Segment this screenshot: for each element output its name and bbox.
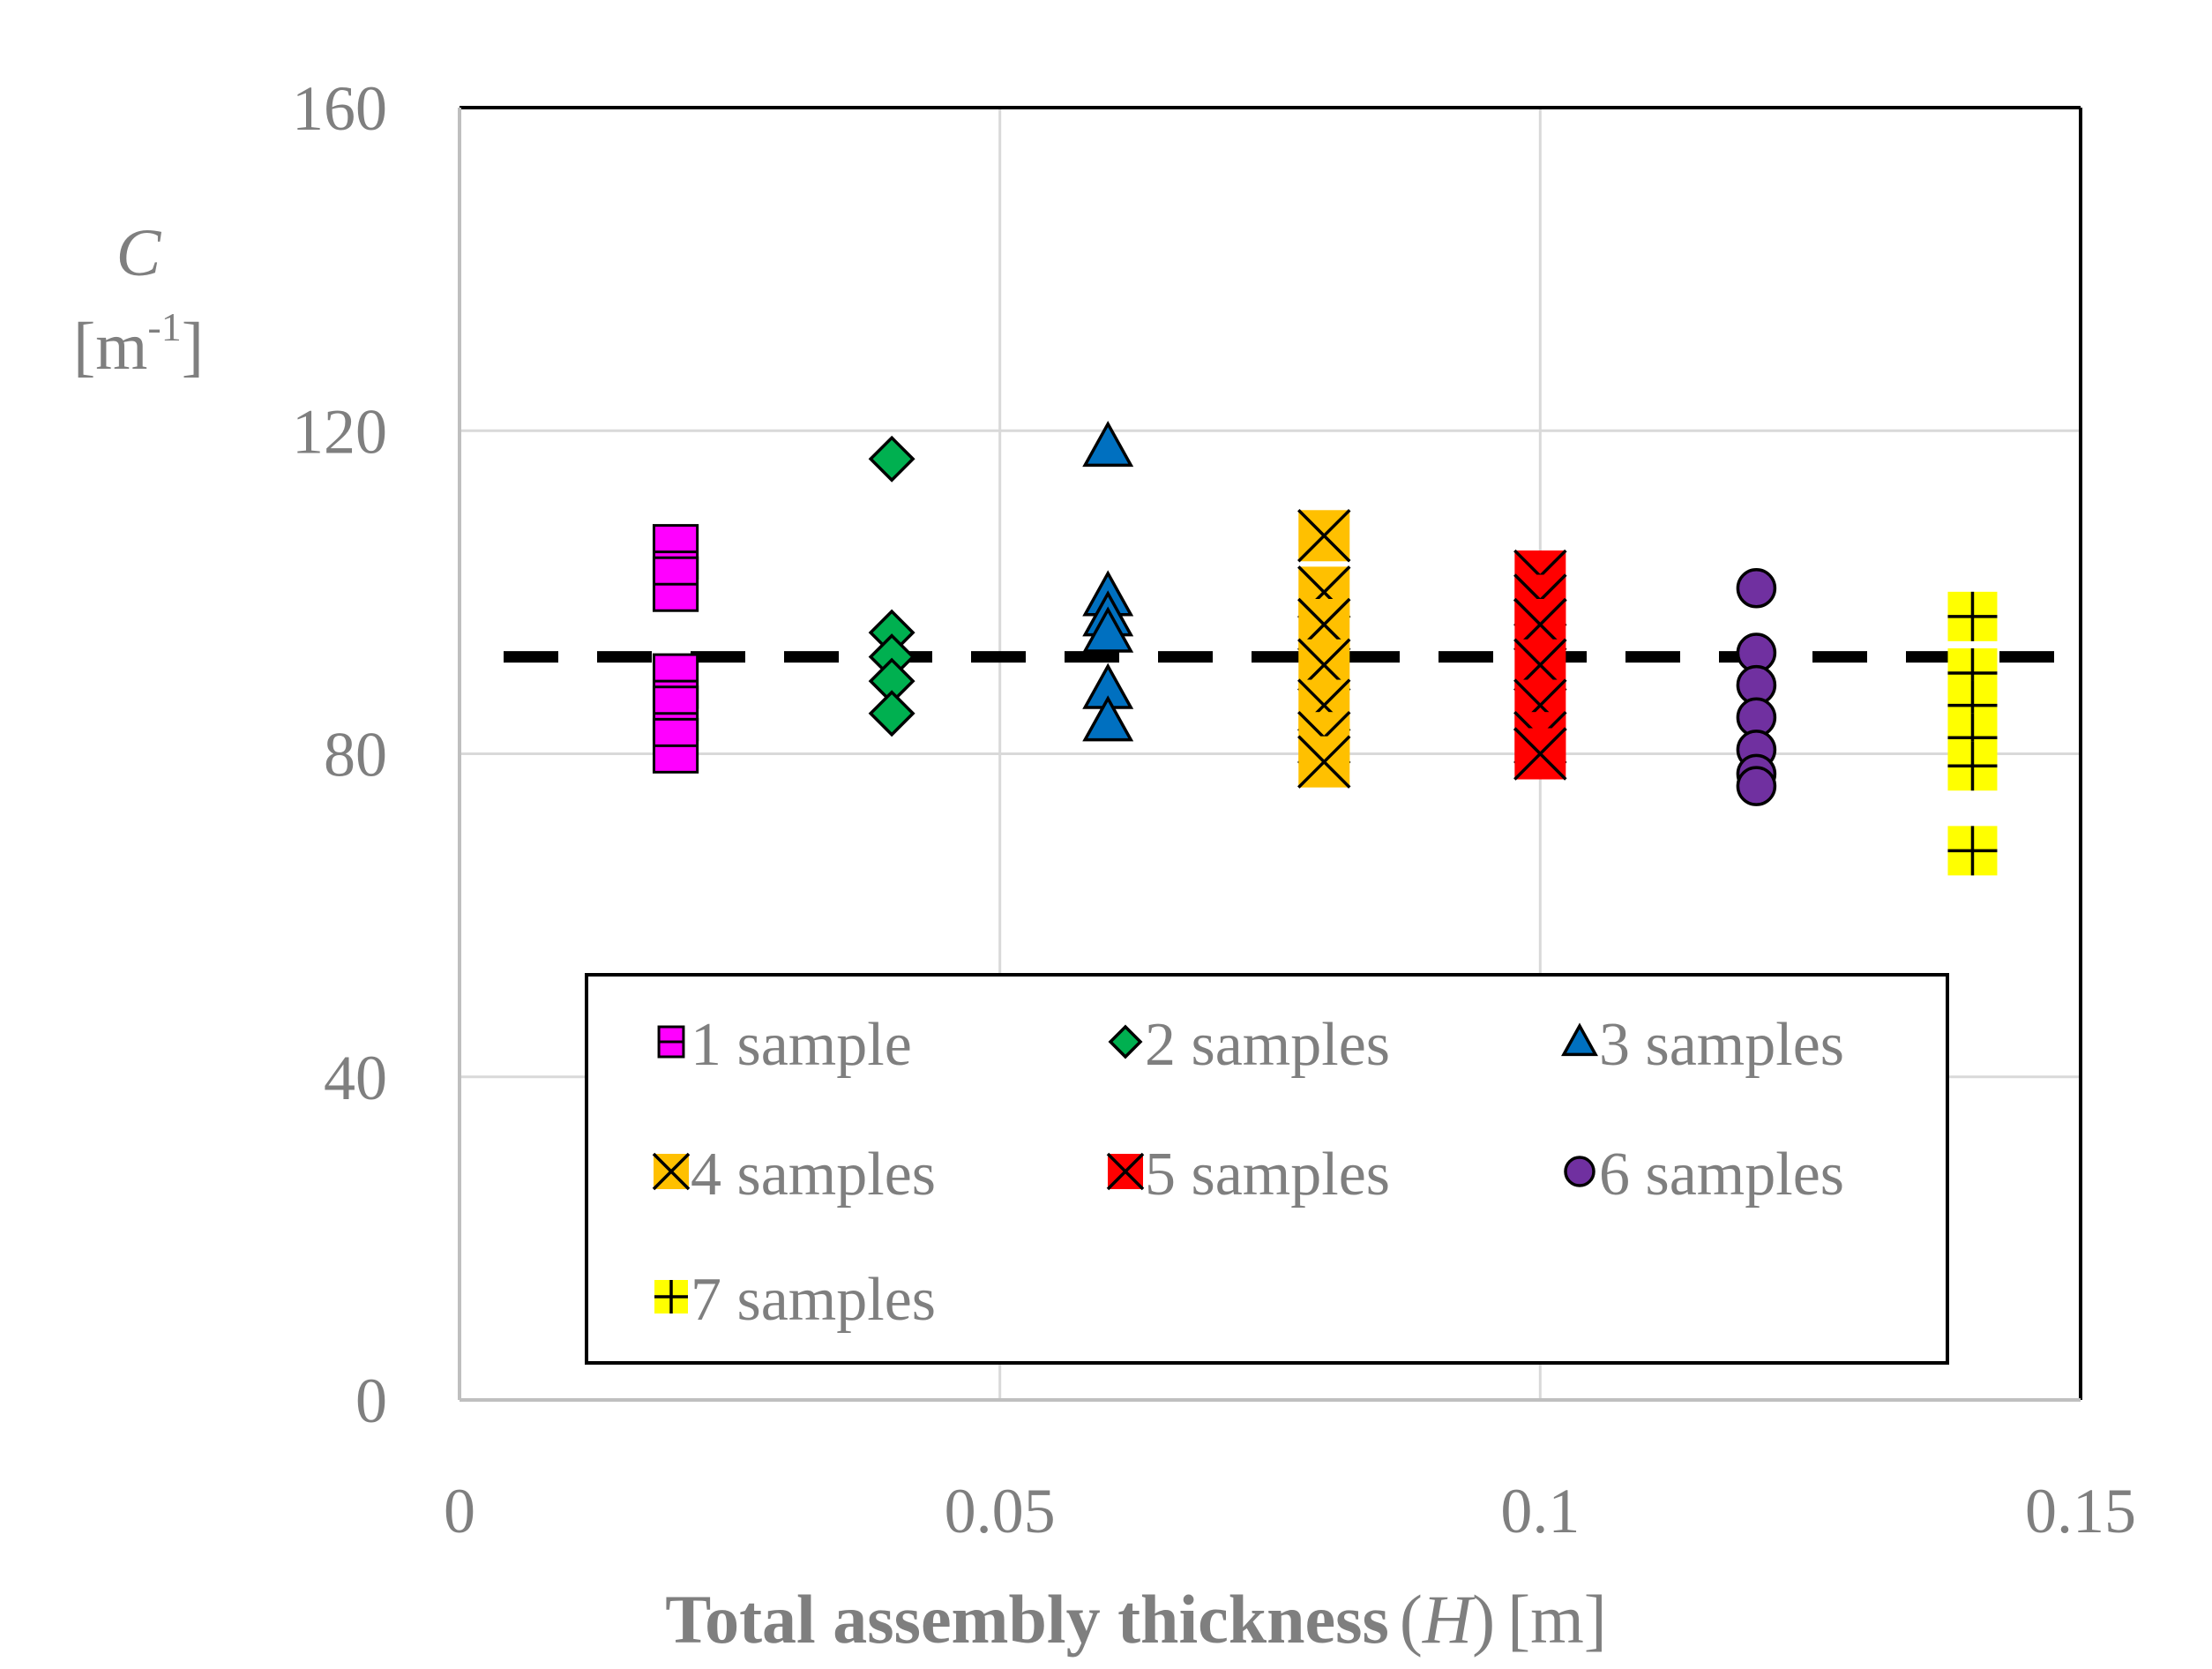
data-point xyxy=(1082,420,1134,468)
legend-item: 3 samples xyxy=(1561,1011,1844,1079)
x-tick-label: 0 xyxy=(444,1476,475,1546)
legend-item: 4 samples xyxy=(652,1141,936,1209)
tick-labels: 0 40 80 120 160 0 0.05 0.1 0.15 xyxy=(292,73,2136,1546)
data-point xyxy=(1082,606,1134,653)
legend-label: 5 samples xyxy=(1145,1141,1390,1209)
x-tick-label: 0.05 xyxy=(945,1476,1056,1546)
data-point xyxy=(1513,727,1567,781)
y-tick-label: 80 xyxy=(324,720,387,790)
y-tick-label: 160 xyxy=(292,73,387,144)
data-point xyxy=(1082,695,1134,742)
data-point xyxy=(1736,766,1777,806)
legend-marker xyxy=(654,1280,688,1313)
series-5 xyxy=(1513,549,1567,781)
data-point xyxy=(1297,735,1351,789)
x-axis-label: Total assembly thickness (H) [m] xyxy=(665,1581,1607,1658)
legend-item: 1 sample xyxy=(657,1011,912,1079)
series-7 xyxy=(1947,591,1998,876)
data-point xyxy=(652,717,699,774)
series-4 xyxy=(1297,509,1351,789)
series-2 xyxy=(868,435,915,737)
data-point xyxy=(1297,509,1351,563)
legend-label: 3 samples xyxy=(1599,1011,1844,1079)
legend-marker xyxy=(657,1025,685,1059)
legend: 1 sample 2 samples 3 samples 4 samples 5 sam… xyxy=(585,973,1949,1365)
data-points xyxy=(652,420,1998,876)
data-point xyxy=(868,690,915,737)
y-axis-unit: [m-1] xyxy=(73,304,204,384)
data-point xyxy=(1947,741,1998,791)
series-3 xyxy=(1082,420,1134,742)
x-tick-label: 0.15 xyxy=(2025,1476,2136,1546)
legend-item: 2 samples xyxy=(1108,1011,1390,1079)
y-axis-label: C xyxy=(116,216,162,290)
y-tick-label: 40 xyxy=(324,1043,387,1113)
legend-label: 6 samples xyxy=(1599,1141,1844,1209)
y-tick-label: 0 xyxy=(355,1366,387,1436)
y-tick-label: 120 xyxy=(292,396,387,467)
legend-box xyxy=(585,973,1949,1365)
legend-marker xyxy=(1106,1152,1145,1191)
data-point xyxy=(1736,568,1777,609)
legend-label: 4 samples xyxy=(691,1141,936,1209)
series-1 xyxy=(652,524,699,774)
data-point xyxy=(652,556,699,612)
legend-label: 7 samples xyxy=(691,1266,936,1334)
data-point xyxy=(868,435,915,483)
legend-item: 7 samples xyxy=(654,1266,936,1334)
data-point xyxy=(1947,826,1998,876)
data-point xyxy=(1947,591,1998,641)
x-tick-label: 0.1 xyxy=(1500,1476,1580,1546)
axes xyxy=(458,106,2082,1402)
legend-marker xyxy=(1561,1022,1598,1057)
legend-marker xyxy=(652,1152,691,1191)
legend-marker xyxy=(1108,1024,1143,1059)
legend-item: 5 samples xyxy=(1106,1141,1390,1209)
legend-label: 2 samples xyxy=(1145,1011,1390,1079)
legend-label: 1 sample xyxy=(691,1011,912,1079)
legend-marker xyxy=(1564,1156,1595,1187)
series-6 xyxy=(1736,568,1777,806)
legend-item: 6 samples xyxy=(1564,1141,1844,1209)
